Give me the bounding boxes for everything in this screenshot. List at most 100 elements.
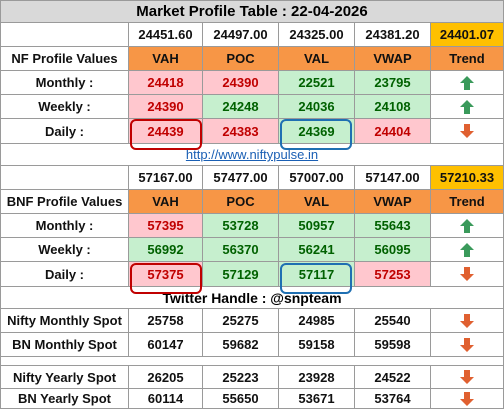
trend-cell xyxy=(430,118,504,144)
table-row: Nifty Yearly Spot 26205 25223 23928 2452… xyxy=(0,365,504,389)
nf-spot-vwap: 24381.20 xyxy=(354,22,431,47)
cell-val: 24985 xyxy=(278,308,355,333)
col-val: VAL xyxy=(278,46,355,71)
row-label: Nifty Yearly Spot xyxy=(0,365,129,389)
col-trend: Trend xyxy=(430,46,504,71)
cell-vwap: 53764 xyxy=(354,388,431,409)
arrow-down-icon xyxy=(459,391,475,407)
cell-val: 53671 xyxy=(278,388,355,409)
arrow-down-icon xyxy=(459,369,475,385)
cell-vwap: 57253 xyxy=(354,261,431,287)
cell-vwap: 55643 xyxy=(354,213,431,238)
cell-vwap: 24404 xyxy=(354,118,431,144)
nf-section-label: NF Profile Values xyxy=(0,46,129,71)
arrow-up-icon xyxy=(459,218,475,234)
bnf-spot-poc: 57477.00 xyxy=(202,165,279,190)
nf-daily-val-highlight xyxy=(280,119,352,150)
row-label: Weekly : xyxy=(0,94,129,119)
nf-spot-row: 24451.60 24497.00 24325.00 24381.20 2440… xyxy=(0,22,504,47)
nf-spot-vah: 24451.60 xyxy=(128,22,203,47)
cell-vah: 60114 xyxy=(128,388,203,409)
cell-poc: 56370 xyxy=(202,237,279,262)
table-row: BN Monthly Spot 60147 59682 59158 59598 xyxy=(0,332,504,357)
cell-poc: 25223 xyxy=(202,365,279,389)
page-title: Market Profile Table : 22-04-2026 xyxy=(0,0,504,23)
twitter-handle: Twitter Handle : @snpteam xyxy=(0,286,504,309)
cell-val: 22521 xyxy=(278,70,355,95)
cell-vwap: 23795 xyxy=(354,70,431,95)
trend-cell xyxy=(430,308,504,333)
cell-vwap: 56095 xyxy=(354,237,431,262)
cell-val: 23928 xyxy=(278,365,355,389)
bnf-spot-vah: 57167.00 xyxy=(128,165,203,190)
table-row: Daily : 24439 24383 24369 24404 xyxy=(0,118,504,144)
bnf-section-label: BNF Profile Values xyxy=(0,189,129,214)
website-link[interactable]: http://www.niftypulse.in xyxy=(185,147,319,162)
table-row: Weekly : 24390 24248 24036 24108 xyxy=(0,94,504,119)
cell-vah: 26205 xyxy=(128,365,203,389)
cell-poc: 25275 xyxy=(202,308,279,333)
bnf-spot-row: 57167.00 57477.00 57007.00 57147.00 5721… xyxy=(0,165,504,190)
table-row: Daily : 57375 57129 57117 57253 xyxy=(0,261,504,287)
col-vwap: VWAP xyxy=(354,46,431,71)
row-label: Monthly : xyxy=(0,70,129,95)
cell-poc: 24383 xyxy=(202,118,279,144)
bnf-spot-val: 57007.00 xyxy=(278,165,355,190)
table-row: Monthly : 57395 53728 50957 55643 xyxy=(0,213,504,238)
blank-cell xyxy=(0,165,129,190)
nf-spot-val: 24325.00 xyxy=(278,22,355,47)
row-label: BN Monthly Spot xyxy=(0,332,129,357)
arrow-up-icon xyxy=(459,242,475,258)
cell-val: 50957 xyxy=(278,213,355,238)
blank-cell xyxy=(0,22,129,47)
row-label: BN Yearly Spot xyxy=(0,388,129,409)
col-val: VAL xyxy=(278,189,355,214)
nf-spot-trend: 24401.07 xyxy=(430,22,504,47)
table-row: Nifty Monthly Spot 25758 25275 24985 255… xyxy=(0,308,504,333)
trend-cell xyxy=(430,213,504,238)
cell-val: 24036 xyxy=(278,94,355,119)
cell-vah: 56992 xyxy=(128,237,203,262)
trend-cell xyxy=(430,261,504,287)
table-row: Monthly : 24418 24390 22521 23795 xyxy=(0,70,504,95)
cell-vah: 25758 xyxy=(128,308,203,333)
cell-poc: 57129 xyxy=(202,261,279,287)
row-label: Nifty Monthly Spot xyxy=(0,308,129,333)
row-label: Weekly : xyxy=(0,237,129,262)
col-trend: Trend xyxy=(430,189,504,214)
market-profile-table: Market Profile Table : 22-04-2026 24451.… xyxy=(0,0,504,409)
trend-cell xyxy=(430,70,504,95)
cell-val: 56241 xyxy=(278,237,355,262)
arrow-down-icon xyxy=(459,123,475,139)
col-poc: POC xyxy=(202,189,279,214)
cell-vwap: 59598 xyxy=(354,332,431,357)
arrow-down-icon xyxy=(459,266,475,282)
col-vwap: VWAP xyxy=(354,189,431,214)
cell-val: 59158 xyxy=(278,332,355,357)
url-row: http://www.niftypulse.in xyxy=(0,143,504,166)
bnf-daily-vah-highlight xyxy=(130,263,202,294)
trend-cell xyxy=(430,388,504,409)
col-poc: POC xyxy=(202,46,279,71)
cell-vwap: 25540 xyxy=(354,308,431,333)
cell-poc: 24248 xyxy=(202,94,279,119)
arrow-down-icon xyxy=(459,337,475,353)
bnf-spot-vwap: 57147.00 xyxy=(354,165,431,190)
row-label: Daily : xyxy=(0,118,129,144)
table-row: BN Yearly Spot 60114 55650 53671 53764 xyxy=(0,388,504,409)
trend-cell xyxy=(430,365,504,389)
cell-vwap: 24108 xyxy=(354,94,431,119)
bnf-header-row: BNF Profile Values VAH POC VAL VWAP Tren… xyxy=(0,189,504,214)
cell-poc: 55650 xyxy=(202,388,279,409)
cell-poc: 59682 xyxy=(202,332,279,357)
cell-poc: 24390 xyxy=(202,70,279,95)
cell-vah: 24418 xyxy=(128,70,203,95)
bnf-daily-val-highlight xyxy=(280,263,352,294)
spacer-row xyxy=(0,356,504,366)
trend-cell xyxy=(430,237,504,262)
cell-poc: 53728 xyxy=(202,213,279,238)
col-vah: VAH xyxy=(128,46,203,71)
col-vah: VAH xyxy=(128,189,203,214)
row-label: Daily : xyxy=(0,261,129,287)
